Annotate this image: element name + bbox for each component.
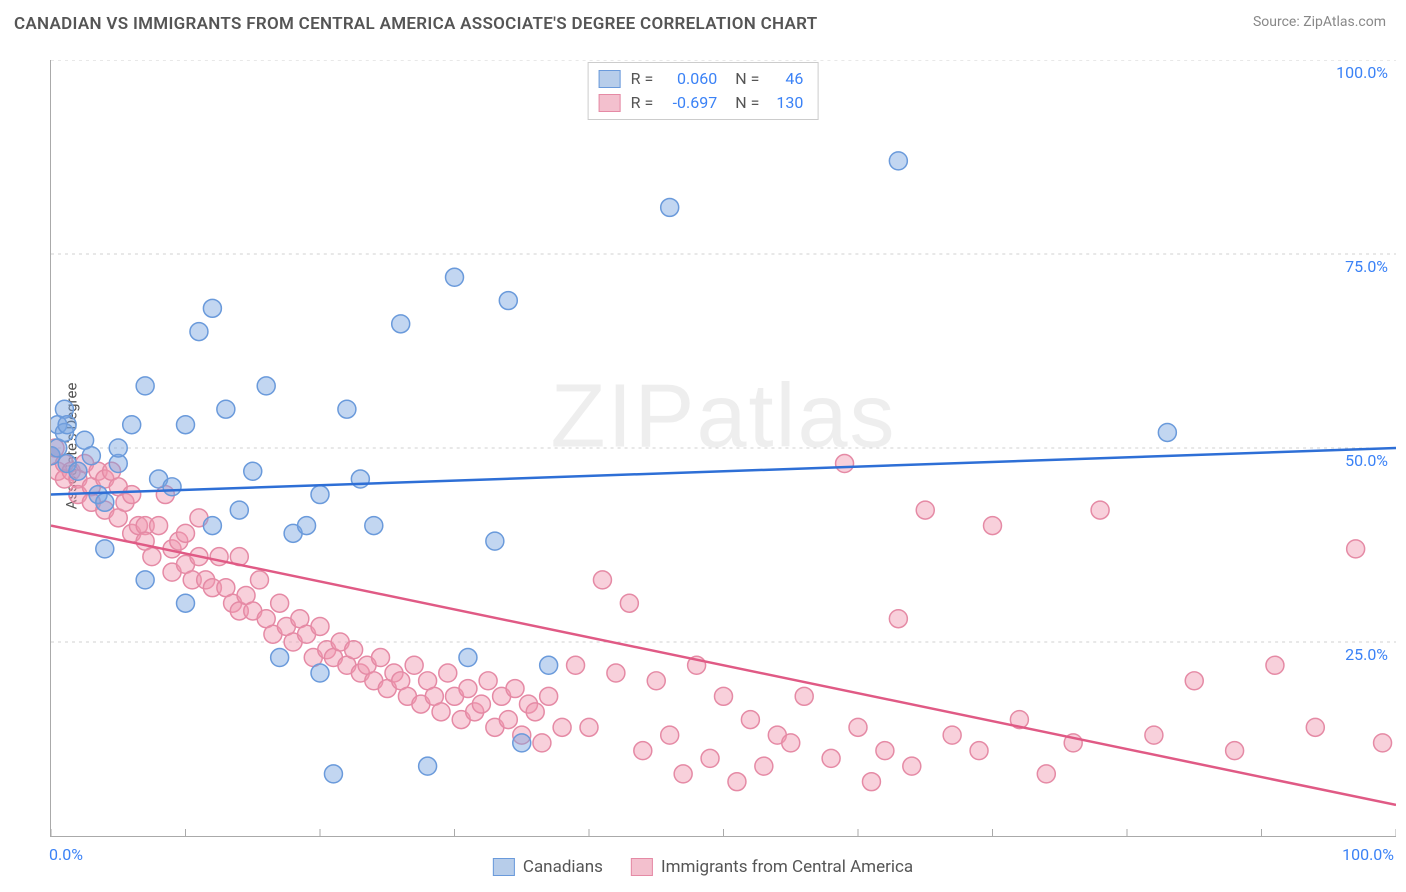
legend-r-value: 0.060 <box>663 67 717 91</box>
legend-n-label: N = <box>735 67 759 91</box>
svg-text:100.0%: 100.0% <box>1336 63 1388 82</box>
correlation-legend: R = 0.060 N = 46 R = -0.697 N = 130 <box>588 62 819 120</box>
legend-r-label: R = <box>631 91 654 115</box>
legend-n-value: 130 <box>769 91 803 115</box>
legend-n-value: 46 <box>769 67 803 91</box>
plot-area: ZIPatlas 25.0%50.0%75.0%100.0% 0.0%100.0… <box>50 60 1396 837</box>
chart-svg: 25.0% 50.0% 75.0% 100.0% <box>51 60 1396 836</box>
legend-n-label: N = <box>735 91 759 115</box>
series-label: Immigrants from Central America <box>661 857 913 877</box>
svg-text:50.0%: 50.0% <box>1345 451 1388 470</box>
legend-swatch <box>599 70 621 88</box>
legend-swatch <box>631 858 653 876</box>
series-legend-item: Immigrants from Central America <box>631 857 913 877</box>
axis-tick-label: 0.0% <box>49 845 83 864</box>
axis-tick-label: 100.0% <box>1342 845 1394 864</box>
legend-row: R = 0.060 N = 46 <box>599 67 804 91</box>
series-legend-item: Canadians <box>493 857 603 877</box>
series-legend: Canadians Immigrants from Central America <box>493 857 913 877</box>
chart-title: CANADIAN VS IMMIGRANTS FROM CENTRAL AMER… <box>14 14 818 34</box>
svg-text:25.0%: 25.0% <box>1345 645 1388 664</box>
source-attribution: Source: ZipAtlas.com <box>1253 14 1386 30</box>
legend-swatch <box>493 858 515 876</box>
legend-r-value: -0.697 <box>663 91 717 115</box>
legend-swatch <box>599 94 621 112</box>
series-label: Canadians <box>523 857 603 877</box>
legend-r-label: R = <box>631 67 654 91</box>
legend-row: R = -0.697 N = 130 <box>599 91 804 115</box>
svg-text:75.0%: 75.0% <box>1345 257 1388 276</box>
